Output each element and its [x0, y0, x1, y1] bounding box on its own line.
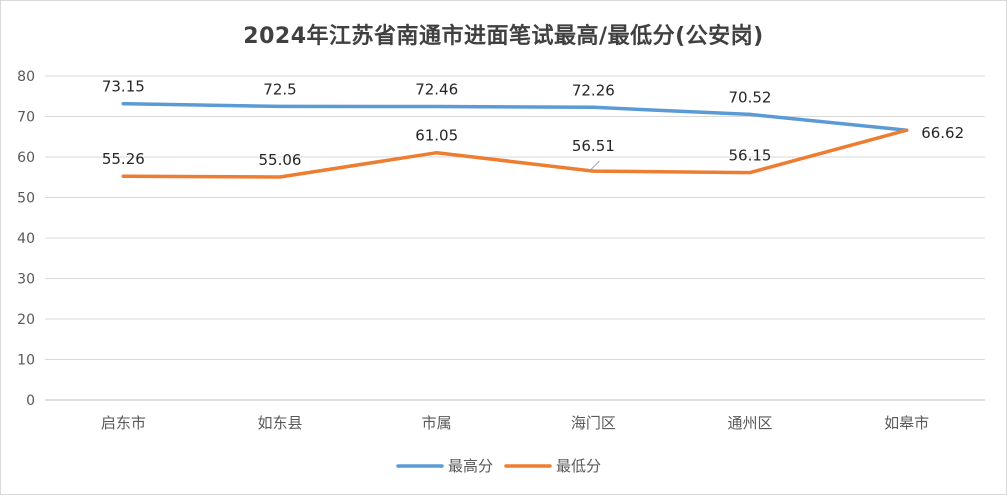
x-axis: 启东市 如东县 市属 海门区 通州区 如皋市 [101, 414, 929, 432]
data-point [121, 102, 125, 106]
data-label: 55.26 [102, 150, 145, 168]
data-point [591, 169, 595, 173]
data-point [435, 105, 439, 109]
data-label: 72.46 [415, 81, 458, 99]
y-tick-label: 10 [17, 353, 35, 369]
y-tick-label: 0 [26, 393, 35, 409]
data-label: 55.06 [259, 151, 302, 169]
data-label: 70.52 [729, 88, 772, 106]
data-label: 72.5 [263, 80, 296, 98]
chart-title: 2024年江苏省南通市进面笔试最高/最低分(公安岗) [243, 24, 764, 49]
series-line-min [121, 128, 909, 179]
gridlines [45, 75, 985, 401]
data-label: 66.62 [921, 124, 964, 142]
series-lines [121, 101, 909, 179]
data-label: 56.15 [729, 147, 772, 165]
data-point [905, 128, 909, 132]
legend-label: 最低分 [556, 457, 601, 475]
data-point [435, 151, 439, 155]
data-point [121, 174, 125, 178]
y-axis: 0 10 20 30 40 50 60 70 80 [17, 69, 35, 409]
data-label: 73.15 [102, 78, 145, 96]
y-tick-label: 40 [17, 231, 35, 247]
x-tick-label: 如东县 [257, 414, 302, 432]
data-label: 56.51 [572, 137, 615, 155]
data-label: 61.05 [415, 127, 458, 145]
data-point [748, 171, 752, 175]
legend: 最高分 最低分 [396, 457, 601, 475]
y-tick-label: 60 [17, 150, 35, 166]
x-tick-label: 海门区 [571, 414, 616, 432]
data-label: 72.26 [572, 81, 615, 99]
data-point [591, 105, 595, 109]
y-tick-label: 30 [17, 272, 35, 288]
label-leader-line [590, 160, 600, 170]
legend-label: 最高分 [448, 457, 493, 475]
data-point [278, 175, 282, 179]
x-tick-label: 如皋市 [884, 414, 929, 432]
y-tick-label: 50 [17, 191, 35, 207]
y-tick-label: 20 [17, 312, 35, 328]
data-point [748, 112, 752, 116]
data-point [278, 104, 282, 108]
y-tick-label: 80 [17, 69, 35, 85]
data-labels: 73.15 72.5 72.46 72.26 70.52 55.26 55.06 61.05 5… [102, 78, 964, 170]
series-line-max [121, 101, 909, 132]
y-tick-label: 70 [17, 110, 35, 126]
x-tick-label: 启东市 [101, 414, 146, 432]
x-tick-label: 通州区 [727, 414, 772, 432]
x-tick-label: 市属 [422, 414, 452, 432]
